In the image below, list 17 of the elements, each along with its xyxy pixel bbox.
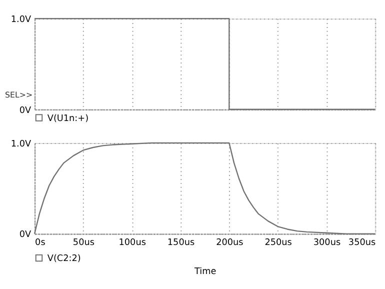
text: SEL>> bbox=[5, 90, 33, 100]
x-tick-label: 0s bbox=[35, 238, 46, 248]
y-tick-label: 0V bbox=[19, 230, 32, 240]
legend-label: V(U1n:+) bbox=[47, 114, 89, 124]
legend-label: V(C2:2) bbox=[47, 254, 81, 264]
line-series bbox=[34, 142, 376, 234]
y-tick-label: 1.0V bbox=[10, 139, 32, 150]
y-tick-label: 1.0V bbox=[10, 15, 32, 26]
x-tick-label: 200us bbox=[216, 238, 244, 248]
x-tick-label: 150us bbox=[167, 238, 195, 248]
y-tick-label: 0V bbox=[19, 106, 32, 116]
x-tick-label: 50us bbox=[72, 238, 95, 248]
x-tick-label: 350us bbox=[348, 238, 376, 248]
x-tick-label: 100us bbox=[118, 238, 146, 248]
x-tick-label: 300us bbox=[313, 238, 341, 248]
x-axis-title: Time bbox=[193, 266, 216, 277]
x-tick-label: 250us bbox=[264, 238, 292, 248]
